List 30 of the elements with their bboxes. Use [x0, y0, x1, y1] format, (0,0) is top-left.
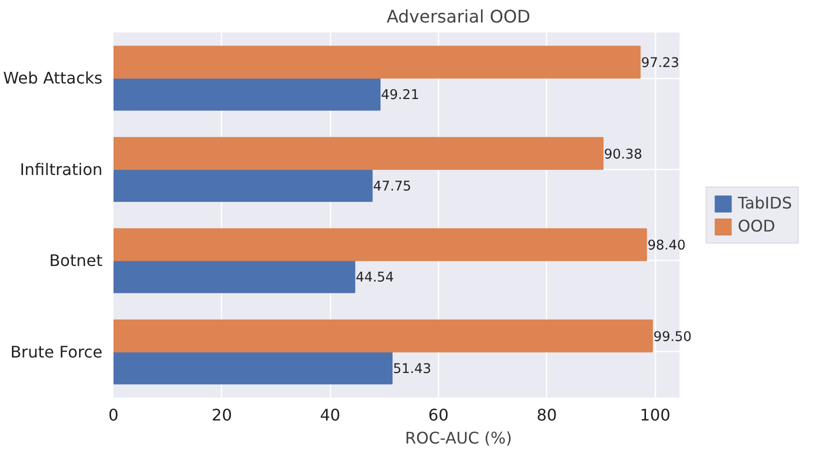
bar	[114, 46, 641, 79]
data-label: 98.40	[647, 238, 686, 254]
data-label: 49.21	[381, 88, 420, 104]
x-tick-label: 60	[428, 406, 449, 424]
data-label: 47.75	[373, 179, 412, 194]
x-tick-label: 0	[108, 406, 119, 424]
y-tick-label: Botnet	[49, 251, 102, 270]
x-tick-label: 40	[320, 406, 340, 424]
x-tick-label: 20	[212, 406, 232, 424]
bar	[114, 319, 653, 352]
x-axis-title: ROC-AUC (%)	[405, 428, 512, 448]
y-tick-label: Brute Force	[10, 342, 102, 362]
legend-label: TabIDS	[738, 194, 792, 212]
data-label: 97.23	[641, 56, 680, 72]
bar	[114, 136, 604, 170]
x-tick-label: 80	[536, 406, 557, 424]
y-tick-label: Web Attacks	[3, 68, 103, 88]
bar	[114, 168, 373, 202]
data-label: 51.43	[393, 362, 432, 377]
bar	[114, 78, 381, 111]
chart-title: Adversarial OOD	[386, 8, 530, 28]
data-label: 99.50	[653, 330, 692, 345]
x-tick-label: 100	[640, 406, 670, 424]
bar	[114, 351, 393, 384]
legend-label: OOD	[738, 216, 776, 236]
bar	[114, 260, 356, 294]
bar	[114, 228, 647, 262]
y-tick-label: Infiltration	[20, 160, 102, 179]
data-label: 90.38	[604, 147, 642, 162]
data-label: 44.54	[356, 270, 394, 286]
